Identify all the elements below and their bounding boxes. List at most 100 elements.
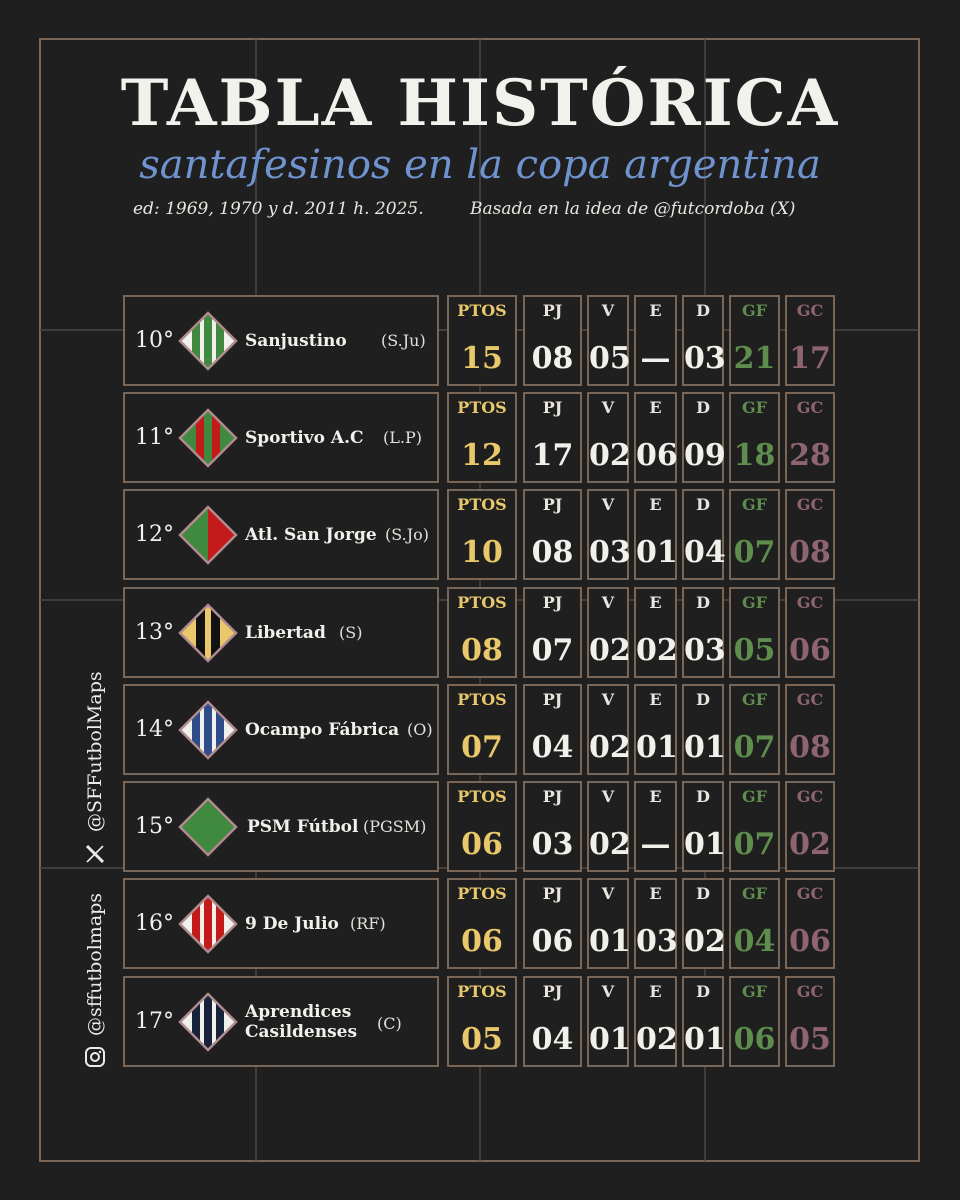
- stat-pts: PTOS 05: [447, 976, 517, 1067]
- stat-v: V 02: [587, 392, 631, 483]
- team-name: Atl. San Jorge: [245, 525, 377, 545]
- team-position: 12°: [135, 522, 174, 547]
- stat-d: D 01: [682, 976, 726, 1067]
- stat-gc: GC 05: [785, 976, 835, 1067]
- team-abbr: (S): [339, 623, 363, 642]
- stat-pts: PTOS 08: [447, 587, 517, 678]
- stat-v: V 05: [587, 295, 631, 386]
- stat-pts: PTOS 06: [447, 781, 517, 872]
- team-abbr: (PGSM): [363, 817, 427, 836]
- san-jorge-badge-icon: [178, 505, 238, 565]
- stat-d: D 03: [682, 587, 726, 678]
- stat-gf: GF 05: [729, 587, 780, 678]
- ocampo-badge-icon: [178, 700, 238, 760]
- team-position: 11°: [135, 425, 174, 450]
- stat-e: E 01: [634, 489, 678, 580]
- stat-gc: GC 06: [785, 587, 835, 678]
- team-abbr: (S.Jo): [385, 525, 430, 544]
- stat-e: E 06: [634, 392, 678, 483]
- team-position: 15°: [135, 814, 174, 839]
- stat-gc: GC 02: [785, 781, 835, 872]
- team-name: Sanjustino: [245, 331, 347, 351]
- stat-gf: GF 18: [729, 392, 780, 483]
- credit-note: Basada en la idea de @futcordoba (X): [470, 199, 796, 219]
- stat-d: D 04: [682, 489, 726, 580]
- stat-v: V 02: [587, 684, 631, 775]
- stat-pj: PJ 08: [523, 295, 582, 386]
- stat-gc: GC 28: [785, 392, 835, 483]
- stat-pj: PJ 04: [523, 976, 582, 1067]
- stat-pts: PTOS 10: [447, 489, 517, 580]
- stat-pj: PJ 08: [523, 489, 582, 580]
- x-logo-icon: [85, 844, 105, 864]
- stat-gf: GF 07: [729, 781, 780, 872]
- stat-pts: PTOS 07: [447, 684, 517, 775]
- team-position: 17°: [135, 1009, 174, 1034]
- stat-v: V 01: [587, 976, 631, 1067]
- stat-pj: PJ 04: [523, 684, 582, 775]
- editions-note: ed: 1969, 1970 y d. 2011 h. 2025.: [133, 199, 424, 219]
- stat-e: E 02: [634, 587, 678, 678]
- team-card: 16° 9 De Julio (RF): [123, 878, 439, 969]
- stat-gf: GF 07: [729, 489, 780, 580]
- stat-pj: PJ 07: [523, 587, 582, 678]
- team-card: 12° Atl. San Jorge (S.Jo): [123, 489, 439, 580]
- stat-pts: PTOS 06: [447, 878, 517, 969]
- stat-v: V 03: [587, 489, 631, 580]
- sportivo-badge-icon: [178, 408, 238, 468]
- stat-d: D 01: [682, 684, 726, 775]
- team-name: 9 De Julio: [245, 914, 339, 934]
- stat-gc: GC 06: [785, 878, 835, 969]
- stat-pj: PJ 06: [523, 878, 582, 969]
- stat-pj: PJ 17: [523, 392, 582, 483]
- stat-d: D 09: [682, 392, 726, 483]
- stat-v: V 01: [587, 878, 631, 969]
- page-subtitle: santafesinos en la copa argentina: [139, 142, 821, 188]
- instagram-icon: [85, 1047, 105, 1067]
- team-name: PSM Fútbol: [247, 817, 359, 837]
- team-abbr: (O): [407, 720, 433, 739]
- libertad-badge-icon: [178, 603, 238, 663]
- stat-gc: GC 17: [785, 295, 835, 386]
- stat-v: V 02: [587, 587, 631, 678]
- stat-pts: PTOS 12: [447, 392, 517, 483]
- stat-pj: PJ 03: [523, 781, 582, 872]
- team-abbr: (S.Ju): [381, 331, 426, 350]
- team-name: Sportivo A.C: [245, 428, 364, 448]
- stat-gc: GC 08: [785, 489, 835, 580]
- psm-badge-icon: [178, 797, 238, 857]
- team-position: 14°: [135, 717, 174, 742]
- team-position: 10°: [135, 328, 174, 353]
- stat-gf: GF 06: [729, 976, 780, 1067]
- team-name: Aprendices Casildenses: [245, 1002, 358, 1042]
- stat-v: V 02: [587, 781, 631, 872]
- stat-d: D 01: [682, 781, 726, 872]
- stat-e: E 01: [634, 684, 678, 775]
- page-title: TABLA HISTÓRICA: [120, 66, 840, 141]
- instagram-handle[interactable]: @sffutbolmaps: [84, 892, 106, 1036]
- stat-gf: GF 04: [729, 878, 780, 969]
- team-card: 10° Sanjustino (S.Ju): [123, 295, 439, 386]
- stat-gc: GC 08: [785, 684, 835, 775]
- team-card: 14° Ocampo Fábrica (O): [123, 684, 439, 775]
- team-card: 15° PSM Fútbol (PGSM): [123, 781, 439, 872]
- sanjustino-badge-icon: [178, 311, 238, 371]
- team-position: 13°: [135, 620, 174, 645]
- stat-e: E 03: [634, 878, 678, 969]
- team-name: Libertad: [245, 623, 326, 643]
- team-abbr: (L.P): [383, 428, 422, 447]
- stat-e: E 02: [634, 976, 678, 1067]
- team-card: 17° Aprendices Casildenses (C): [123, 976, 439, 1067]
- team-position: 16°: [135, 911, 174, 936]
- aprendices-badge-icon: [178, 992, 238, 1052]
- stat-gf: GF 21: [729, 295, 780, 386]
- stat-gf: GF 07: [729, 684, 780, 775]
- stat-e: E —: [634, 781, 677, 872]
- stat-pts: PTOS 15: [447, 295, 517, 386]
- x-handle[interactable]: @SFFutbolMaps: [84, 671, 106, 832]
- stat-d: D 03: [682, 295, 726, 386]
- team-abbr: (C): [377, 1014, 402, 1033]
- stat-d: D 02: [682, 878, 726, 969]
- team-card: 13° Libertad (S): [123, 587, 439, 678]
- team-abbr: (RF): [350, 914, 386, 933]
